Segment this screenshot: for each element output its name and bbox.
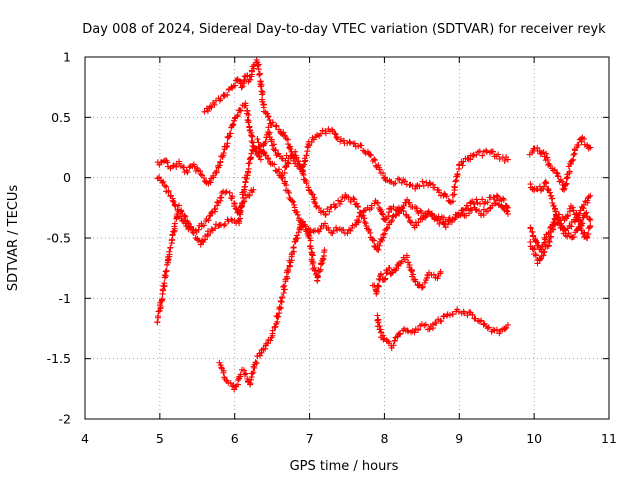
y-axis-title: SDTVAR / TECUs xyxy=(6,185,21,292)
y-tick-label: -2 xyxy=(59,412,71,427)
series-marker-path xyxy=(154,143,264,326)
series-arc-j xyxy=(526,134,594,193)
series-marker-path xyxy=(276,148,511,253)
x-axis-title: GPS time / hours xyxy=(290,459,399,474)
grid xyxy=(85,57,609,419)
series-arc-c xyxy=(154,143,264,326)
chart-title: Day 008 of 2024, Sidereal Day-to-day VTE… xyxy=(82,22,606,37)
x-tick-label: 8 xyxy=(380,431,388,446)
axis-ticks xyxy=(84,56,610,420)
x-tick-label: 6 xyxy=(231,431,239,446)
series-arc-i xyxy=(374,306,511,351)
series-marker-path xyxy=(527,203,594,267)
data-marks xyxy=(154,56,594,393)
x-tick-label: 10 xyxy=(526,431,542,446)
series-marker-path xyxy=(201,56,511,206)
x-tick-label: 4 xyxy=(81,431,89,446)
plot-frame xyxy=(84,56,610,420)
x-tick-label: 11 xyxy=(601,431,617,446)
series-marker-path xyxy=(369,252,444,297)
x-tick-label: 7 xyxy=(306,431,314,446)
series-arc-d xyxy=(201,56,511,206)
series-marker-path xyxy=(216,218,328,393)
y-tick-label: 0 xyxy=(63,170,71,185)
series-marker-path xyxy=(526,134,594,193)
y-tick-label: -1 xyxy=(59,291,71,306)
y-tick-label: -0.5 xyxy=(47,231,71,246)
series-arc-h xyxy=(369,252,444,297)
series-arc-f xyxy=(276,148,511,253)
x-tick-label: 5 xyxy=(156,431,164,446)
y-tick-label: 0.5 xyxy=(51,110,71,125)
series-arc-m xyxy=(527,203,594,267)
series-marker-path xyxy=(154,100,294,187)
series-marker-path xyxy=(374,306,511,351)
y-tick-labels: 1 0.5 0 -0.5 -1 -1.5 -2 xyxy=(47,50,71,427)
y-tick-label: 1 xyxy=(63,50,71,65)
series-arc-a xyxy=(154,100,294,187)
x-tick-label: 9 xyxy=(455,431,463,446)
x-tick-labels: 4 5 6 7 8 9 10 11 xyxy=(81,431,617,446)
y-tick-label: -1.5 xyxy=(47,351,71,366)
series-arc-g xyxy=(216,218,328,393)
